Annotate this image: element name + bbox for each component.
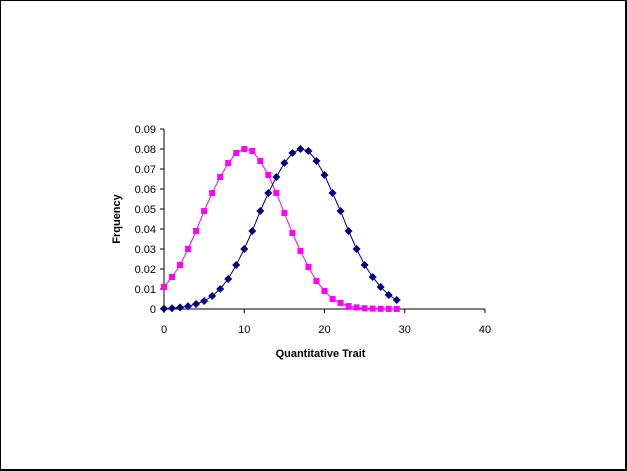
data-point bbox=[305, 264, 312, 270]
data-point bbox=[209, 190, 216, 196]
data-point bbox=[264, 189, 273, 197]
series-1 bbox=[161, 146, 400, 312]
data-point bbox=[328, 189, 337, 197]
data-point bbox=[304, 147, 313, 155]
data-point bbox=[352, 245, 361, 253]
x-tick-label: 0 bbox=[161, 324, 167, 336]
y-tick-label: 0.08 bbox=[135, 144, 156, 156]
data-point bbox=[201, 208, 208, 214]
data-point bbox=[336, 207, 345, 215]
chart-labels: Quantitative Trait Frquency bbox=[111, 193, 366, 360]
data-point bbox=[249, 148, 256, 154]
data-point bbox=[272, 173, 281, 181]
data-point bbox=[376, 283, 385, 291]
data-point bbox=[393, 305, 400, 312]
y-tick-label: 0.03 bbox=[135, 244, 156, 256]
data-point bbox=[281, 210, 288, 216]
data-point bbox=[344, 227, 353, 235]
data-point bbox=[369, 305, 376, 312]
data-point bbox=[160, 304, 168, 313]
data-point bbox=[168, 304, 177, 313]
data-point bbox=[321, 288, 328, 294]
data-point bbox=[208, 292, 217, 300]
chart-marks bbox=[160, 145, 401, 313]
y-tick-label: 0.01 bbox=[135, 284, 156, 296]
data-point bbox=[312, 157, 321, 165]
data-point bbox=[177, 262, 184, 268]
data-point bbox=[353, 304, 360, 311]
y-tick-label: 0.09 bbox=[135, 124, 156, 136]
data-point bbox=[241, 146, 248, 152]
y-tick-label: 0.06 bbox=[135, 184, 156, 196]
data-point bbox=[248, 227, 257, 235]
data-point bbox=[224, 275, 233, 283]
data-point bbox=[265, 172, 272, 178]
data-point bbox=[385, 305, 392, 312]
x-tick-label: 20 bbox=[318, 324, 330, 336]
data-point bbox=[273, 190, 280, 196]
data-point bbox=[216, 285, 225, 293]
data-point bbox=[161, 284, 167, 290]
data-point bbox=[345, 303, 352, 309]
data-point bbox=[256, 207, 265, 215]
data-point bbox=[392, 296, 401, 304]
data-point bbox=[217, 174, 224, 180]
data-point bbox=[288, 149, 297, 157]
y-tick-label: 0.04 bbox=[135, 224, 156, 236]
data-point bbox=[200, 297, 209, 305]
data-point bbox=[320, 171, 329, 179]
y-tick-label: 0 bbox=[150, 304, 156, 316]
data-point bbox=[289, 230, 296, 236]
data-point bbox=[232, 261, 241, 269]
data-point bbox=[377, 305, 384, 312]
y-axis-title: Frquency bbox=[111, 193, 123, 243]
data-point bbox=[233, 150, 240, 156]
x-tick-label: 10 bbox=[238, 324, 250, 336]
data-point bbox=[313, 278, 320, 284]
y-tick-label: 0.05 bbox=[135, 204, 156, 216]
data-point bbox=[368, 273, 377, 281]
data-point bbox=[240, 245, 249, 253]
data-point bbox=[360, 261, 369, 269]
data-point bbox=[225, 160, 232, 166]
data-point bbox=[169, 274, 176, 280]
x-tick-label: 40 bbox=[479, 324, 491, 336]
data-point bbox=[280, 159, 289, 167]
x-tick-label: 30 bbox=[399, 324, 411, 336]
data-point bbox=[384, 291, 393, 299]
data-point bbox=[257, 158, 264, 164]
data-point bbox=[184, 302, 193, 311]
data-point bbox=[297, 248, 304, 254]
series-2 bbox=[160, 145, 401, 313]
data-point bbox=[176, 303, 185, 312]
chart-axes: 0 0.01 0.02 0.03 0.04 0.05 0.06 0.07 0.08 0.09 0 10… bbox=[135, 124, 492, 336]
data-point bbox=[185, 246, 192, 252]
y-tick-label: 0.07 bbox=[135, 164, 156, 176]
data-point bbox=[361, 305, 368, 312]
data-point bbox=[193, 228, 200, 234]
data-point bbox=[192, 300, 201, 308]
data-point bbox=[296, 145, 305, 153]
data-point bbox=[337, 300, 344, 306]
x-axis-title: Quantitative Trait bbox=[276, 348, 366, 360]
data-point bbox=[329, 296, 336, 302]
y-tick-label: 0.02 bbox=[135, 264, 156, 276]
